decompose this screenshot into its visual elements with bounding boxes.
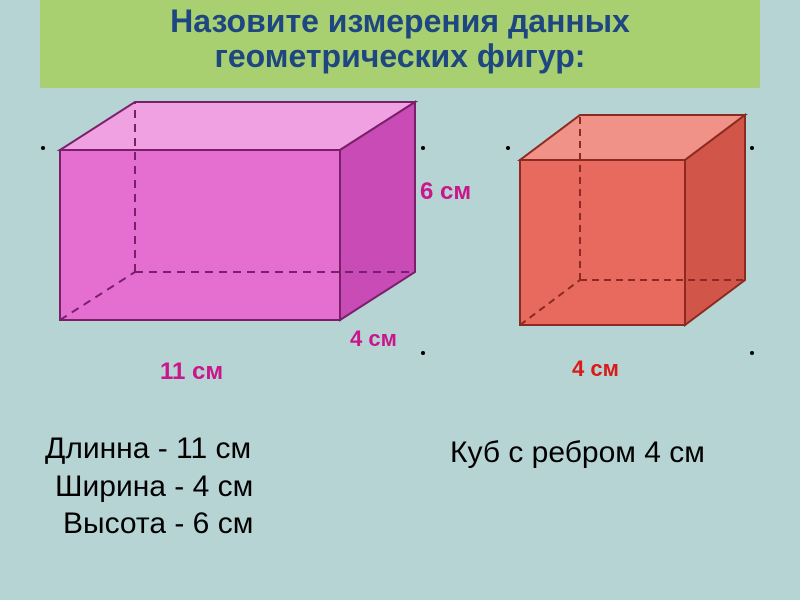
prism-width-label: 4 см xyxy=(350,326,397,352)
prism-height-label: 6 см xyxy=(420,178,471,206)
dot xyxy=(421,351,425,355)
prism-answer-length: Длинна - 11 см xyxy=(45,430,253,468)
dot xyxy=(506,146,510,150)
prism-answer-height: Высота - 6 см xyxy=(45,505,253,543)
dot xyxy=(750,146,754,150)
cube-shape xyxy=(520,115,745,325)
dot xyxy=(750,351,754,355)
dot xyxy=(421,146,425,150)
prism-answer-block: Длинна - 11 см Ширина - 4 см Высота - 6 … xyxy=(45,430,253,543)
cube-edge-label: 4 см xyxy=(572,356,619,382)
cube-answer-block: Куб с ребром 4 см xyxy=(450,434,705,472)
dot xyxy=(41,146,45,150)
rectangular-prism xyxy=(60,102,415,320)
prism-answer-width: Ширина - 4 см xyxy=(45,468,253,506)
prism-length-label: 11 см xyxy=(160,358,223,386)
cube-answer-line: Куб с ребром 4 см xyxy=(450,434,705,472)
